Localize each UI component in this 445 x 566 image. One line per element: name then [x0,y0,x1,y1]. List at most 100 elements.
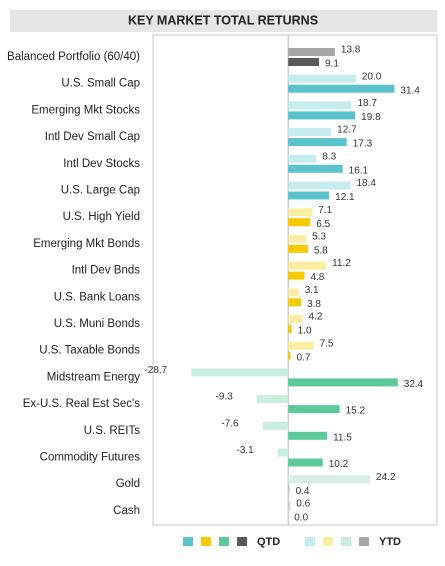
value-label: 6.5 [316,219,330,230]
category-label: Ex-U.S. Real Est Sec's [23,398,140,410]
legend-label: QTD [257,536,280,548]
bar [288,208,313,217]
bar [288,458,323,467]
category-label: U.S. Small Cap [61,78,140,90]
value-label: 0.7 [297,352,311,363]
value-label: 11.5 [333,432,352,443]
category-label: U.S. REITs [84,425,140,437]
bar [277,448,289,457]
bar [288,48,335,56]
bar [288,58,320,66]
category-label: Intl Dev Small Cap [45,131,140,143]
bar [288,181,351,190]
value-label: 4.2 [308,312,322,323]
bar [288,101,352,110]
legend-swatch [201,537,211,546]
bar [288,405,340,414]
value-label: 12.1 [335,192,355,203]
bar [288,244,308,253]
legend-swatch [323,537,333,546]
chart-title: KEY MARKET TOTAL RETURNS [128,13,318,27]
value-label: 18.7 [357,98,377,109]
value-label: 7.5 [320,338,334,349]
category-label: Emerging Mkt Bonds [33,238,140,250]
bar [262,421,289,430]
bar [288,271,305,280]
category-label: U.S. Bank Loans [54,291,141,303]
value-label: 7.1 [318,205,332,216]
bar [288,154,317,163]
category-label: U.S. Taxable Bonds [39,345,140,357]
value-label: 3.1 [305,285,319,296]
value-label: 19.8 [361,112,381,123]
bar [288,351,291,360]
value-label: 0.0 [294,513,308,524]
category-label: Intl Dev Stocks [63,158,140,170]
category-label: Midstream Energy [47,371,141,383]
bar [288,74,356,83]
value-label: 18.4 [356,178,376,189]
value-label: 24.2 [376,472,396,483]
value-label: -7.6 [221,418,239,429]
bar [288,475,371,484]
plot-frame [152,34,438,526]
legend-label: YTD [379,536,401,548]
value-label: 3.8 [307,299,321,310]
bar [288,431,328,440]
bar [191,368,289,377]
category-label: U.S. Muni Bonds [54,318,141,330]
value-label: 12.7 [337,125,357,136]
bar [256,395,289,404]
legend-swatch [219,537,229,546]
bar [288,234,307,243]
value-label: 8.3 [322,151,336,162]
value-label: 9.1 [325,59,339,70]
value-label: 20.0 [362,71,382,82]
value-label: 1.0 [298,326,312,337]
value-label: 10.2 [329,459,349,470]
value-label: -3.1 [237,445,255,456]
bar [288,325,292,333]
value-label: 5.8 [314,246,328,257]
value-label: 0.6 [296,499,310,510]
category-label: Balanced Portfolio (60/40) [7,51,140,63]
bar [288,191,330,200]
bar [288,341,314,350]
category-label: Gold [116,478,140,490]
category-label: Intl Dev Bnds [72,265,141,277]
legend-swatch [359,537,369,546]
bar [288,378,398,387]
bar [288,138,347,147]
legend-swatch [305,537,315,546]
category-label: Commodity Futures [40,452,141,464]
value-label: 17.3 [353,139,373,150]
bar [288,288,299,297]
title-bar [10,10,437,32]
bar [288,111,356,120]
value-label: 4.8 [310,272,324,283]
bar [288,128,332,137]
value-label: -28.7 [144,365,167,376]
bar [288,218,311,227]
legend-swatch [183,537,193,546]
value-label: 15.2 [346,406,366,417]
value-label: 11.2 [332,258,351,269]
bar [288,501,291,510]
bar [288,164,343,173]
category-label: U.S. High Yield [63,211,140,223]
bar [288,261,327,270]
value-label: 13.8 [341,45,361,56]
value-label: 5.3 [312,232,326,243]
value-label: 32.4 [404,379,424,390]
bar [288,298,302,307]
legend-swatch [237,537,247,546]
value-label: 31.4 [400,85,420,96]
value-label: -9.3 [216,392,234,403]
legend-swatch [341,537,351,546]
category-label: Emerging Mkt Stocks [31,104,140,116]
category-label: U.S. Large Cap [61,185,140,197]
bar [288,485,290,494]
bar [288,84,395,93]
value-label: 16.1 [349,165,369,176]
